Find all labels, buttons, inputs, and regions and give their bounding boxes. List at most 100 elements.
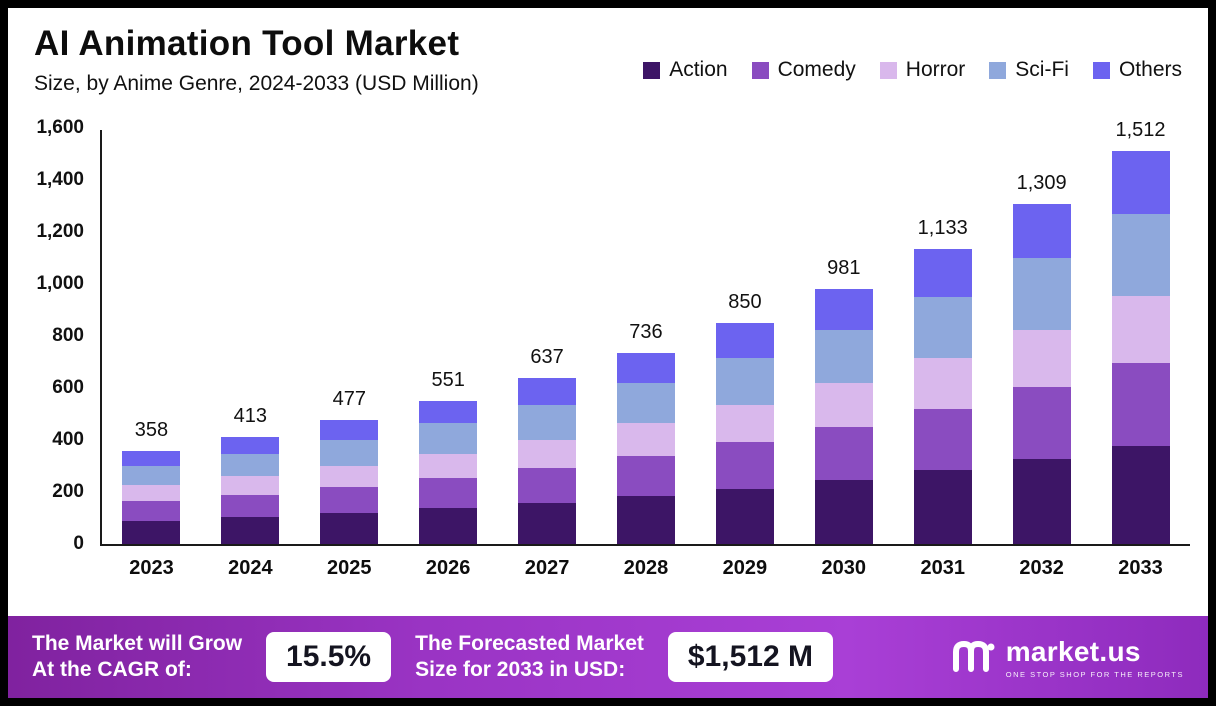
brand-name: market.us: [1005, 635, 1141, 667]
bar-segment-action: [419, 508, 478, 544]
bar-column-2029: 850 2029: [715, 130, 774, 579]
bar-segment-others: [419, 400, 478, 424]
y-axis-tick: 600: [52, 377, 84, 398]
bar-segment-horror: [715, 404, 774, 443]
bar-stack: [122, 450, 181, 544]
bar-segment-sci-fi: [715, 358, 774, 405]
bar-stack: [616, 352, 675, 544]
bar-total-label: 1,512: [1115, 118, 1166, 141]
bar-segment-horror: [221, 476, 280, 495]
y-axis-tick: 1,200: [36, 221, 84, 242]
legend-swatch: [751, 61, 769, 79]
bar-segment-horror: [122, 485, 181, 502]
bar-segment-horror: [1012, 329, 1071, 388]
y-axis-tick: 800: [52, 325, 84, 346]
x-axis-label: 2026: [425, 557, 471, 579]
bar-segment-sci-fi: [221, 453, 280, 477]
bar-segment-horror: [419, 453, 478, 478]
forecast-label: The Forecasted Market Size for 2033 in U…: [415, 631, 644, 684]
bar-segment-comedy: [518, 467, 577, 503]
bar-column-2025: 477 2025: [320, 130, 379, 579]
y-axis-tick: 1,000: [36, 273, 84, 294]
bar-stack: [221, 436, 280, 544]
legend-item-horror: Horror: [879, 58, 966, 82]
x-axis-label: 2025: [327, 557, 372, 579]
legend-label: Others: [1118, 58, 1182, 81]
chart-legend: Action Comedy Horror Sci-Fi Others: [643, 58, 1182, 82]
x-axis-label: 2023: [129, 557, 174, 579]
bar-segment-comedy: [221, 494, 280, 518]
bar-column-2031: 1,133 2031: [913, 130, 972, 579]
bar-total-label: 1,309: [1016, 171, 1067, 194]
bar-segment-action: [122, 520, 181, 544]
y-axis-tick: 1,400: [36, 169, 84, 190]
bar-segment-comedy: [1111, 363, 1170, 446]
bar-stack: [814, 289, 873, 544]
bar-segment-others: [122, 450, 181, 466]
bar-segment-action: [320, 513, 379, 544]
cagr-label: The Market will Grow At the CAGR of:: [32, 631, 242, 684]
bar-segment-others: [913, 249, 972, 297]
bar-segment-sci-fi: [616, 383, 675, 424]
bar-segment-comedy: [814, 426, 873, 481]
cagr-label-line1: The Market will Grow: [32, 631, 243, 655]
bar-total-label: 413: [233, 404, 268, 427]
x-axis-label: 2029: [722, 557, 768, 579]
y-axis-tick: 0: [73, 533, 84, 554]
bar-segment-sci-fi: [320, 440, 379, 467]
bar-total-label: 477: [332, 387, 366, 410]
forecast-label-line1: The Forecasted Market: [415, 631, 644, 655]
legend-swatch: [643, 61, 661, 79]
legend-label: Action: [669, 58, 728, 81]
brand-tagline: ONE STOP SHOP FOR THE REPORTS: [1005, 669, 1184, 679]
bar-stack: [419, 400, 478, 544]
bar-stack: [715, 323, 774, 544]
bar-segment-others: [1012, 203, 1071, 259]
bar-column-2033: 1,512 2033: [1111, 119, 1170, 579]
bar-segment-action: [1012, 458, 1071, 544]
bar-column-2032: 1,309 2032: [1012, 130, 1071, 579]
cagr-label-line2: At the CAGR of:: [32, 658, 192, 681]
y-axis-tick: 1,600: [36, 117, 84, 138]
x-axis-label: 2032: [1019, 557, 1064, 579]
bar-stack: [1111, 150, 1170, 544]
legend-label: Sci-Fi: [1015, 58, 1069, 81]
bar-segment-action: [518, 502, 577, 544]
legend-swatch: [989, 61, 1007, 79]
bar-segment-horror: [616, 423, 675, 456]
legend-item-comedy: Comedy: [751, 58, 856, 82]
forecast-label-line2: Size for 2033 in USD:: [415, 658, 626, 681]
x-axis-label: 2028: [623, 557, 669, 579]
marketus-logo-icon: [950, 635, 996, 680]
bar-segment-sci-fi: [122, 465, 181, 486]
brand-block: market.us ONE STOP SHOP FOR THE REPORTS: [950, 635, 1184, 680]
bar-segment-sci-fi: [1012, 258, 1071, 330]
bar-column-2026: 551 2026: [419, 130, 478, 579]
bar-segment-horror: [913, 358, 972, 409]
x-axis-label: 2033: [1118, 557, 1163, 579]
bar-stack: [913, 249, 972, 544]
bar-total-label: 1,133: [917, 217, 968, 240]
bar-segment-others: [320, 420, 379, 441]
bar-segment-sci-fi: [518, 404, 577, 440]
bar-column-2028: 736 2028: [616, 130, 675, 579]
stacked-bar-chart: 0 200 400 600 800 1,000 1,200 1,400 1,600 358 2023…: [8, 100, 1208, 586]
x-axis-label: 2024: [228, 557, 273, 579]
bar-stack: [320, 420, 379, 544]
legend-label: Horror: [905, 58, 966, 81]
bar-segment-comedy: [913, 408, 972, 471]
bar-segment-others: [616, 352, 675, 384]
bar-segment-comedy: [616, 455, 675, 497]
bar-total-label: 551: [431, 368, 465, 391]
bar-segment-comedy: [122, 501, 181, 521]
bar-segment-action: [221, 517, 280, 544]
bar-segment-sci-fi: [814, 329, 873, 384]
bar-segment-others: [221, 436, 280, 454]
bar-total-label: 981: [827, 256, 861, 279]
bar-segment-others: [715, 323, 774, 359]
bar-segment-comedy: [320, 487, 379, 514]
legend-item-sci-fi: Sci-Fi: [989, 58, 1069, 82]
legend-swatch: [879, 61, 897, 79]
bar-segment-horror: [320, 466, 379, 488]
